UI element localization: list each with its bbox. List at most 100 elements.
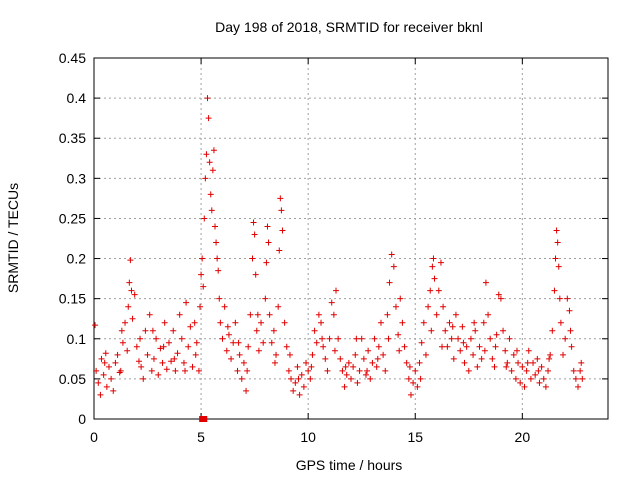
data-point <box>212 223 219 230</box>
data-point <box>392 303 399 310</box>
data-point <box>209 167 216 174</box>
data-point <box>283 343 290 350</box>
data-point <box>354 379 361 386</box>
data-points <box>92 95 586 422</box>
data-point <box>374 355 381 362</box>
data-point <box>371 335 378 342</box>
data-point <box>401 343 408 350</box>
data-point <box>546 355 553 362</box>
data-point <box>215 267 222 274</box>
data-point <box>538 363 545 370</box>
data-point <box>232 319 239 326</box>
data-point <box>208 207 215 214</box>
data-point <box>572 375 579 382</box>
data-point <box>437 259 444 266</box>
data-point <box>100 371 107 378</box>
data-point <box>425 303 432 310</box>
axis-ticks: 0 0.05 0.1 0.15 0.2 0.25 0.3 0.35 0.4 0.45 0 5 10 15 2… <box>59 50 608 445</box>
data-point <box>210 147 217 154</box>
data-point <box>353 335 360 342</box>
y-tick-label: 0.3 <box>67 170 87 186</box>
data-point <box>570 367 577 374</box>
data-point <box>122 319 129 326</box>
data-point <box>476 343 483 350</box>
data-point <box>527 375 534 382</box>
data-point <box>163 366 170 373</box>
data-point <box>555 263 562 270</box>
data-point <box>360 355 367 362</box>
data-point <box>352 351 359 358</box>
data-point <box>288 375 295 382</box>
data-point <box>365 347 372 354</box>
data-point <box>417 375 424 382</box>
data-point <box>185 343 192 350</box>
data-point <box>170 327 177 334</box>
data-point <box>566 307 573 314</box>
data-point <box>307 375 314 382</box>
data-point <box>481 347 488 354</box>
data-point <box>440 303 447 310</box>
data-point <box>414 383 421 390</box>
data-point <box>497 295 504 302</box>
data-point <box>493 331 500 338</box>
data-point <box>545 367 552 374</box>
data-point <box>197 303 204 310</box>
data-point <box>446 319 453 326</box>
data-point <box>200 283 207 290</box>
data-point <box>214 255 221 262</box>
data-point <box>562 335 569 342</box>
data-point <box>422 351 429 358</box>
data-point <box>339 367 346 374</box>
data-point <box>510 351 517 358</box>
data-point <box>358 335 365 342</box>
data-point <box>110 387 117 394</box>
data-point <box>485 311 492 318</box>
data-point <box>279 227 286 234</box>
data-point <box>223 347 230 354</box>
data-point <box>343 371 350 378</box>
data-point <box>153 335 160 342</box>
data-point <box>474 363 481 370</box>
data-point <box>311 327 318 334</box>
data-point <box>244 367 251 374</box>
y-axis-label: SRMTID / TECUs <box>5 183 21 293</box>
data-point <box>452 311 459 318</box>
data-point <box>298 371 305 378</box>
data-point <box>482 279 489 286</box>
data-point <box>276 247 283 254</box>
data-point <box>266 311 273 318</box>
data-point <box>155 371 162 378</box>
data-point <box>93 367 100 374</box>
data-point <box>579 375 586 382</box>
data-point <box>129 315 136 322</box>
data-point <box>463 343 470 350</box>
data-point <box>407 391 414 398</box>
data-point <box>430 255 437 262</box>
data-point <box>97 391 104 398</box>
data-point <box>489 355 496 362</box>
data-point <box>390 263 397 270</box>
data-point <box>449 323 456 330</box>
data-point <box>315 311 322 318</box>
data-point <box>373 363 380 370</box>
data-point <box>101 359 108 366</box>
data-point <box>427 287 434 294</box>
data-point <box>364 367 371 374</box>
data-point <box>530 359 537 366</box>
data-point <box>536 379 543 386</box>
data-point <box>459 323 466 330</box>
data-point <box>258 319 265 326</box>
data-point <box>300 383 307 390</box>
data-point <box>230 339 237 346</box>
data-point <box>290 387 297 394</box>
data-point <box>356 367 363 374</box>
data-point <box>275 303 282 310</box>
data-point <box>234 367 241 374</box>
data-point <box>137 335 144 342</box>
data-point <box>575 383 582 390</box>
data-point <box>270 327 277 334</box>
data-point <box>133 343 140 350</box>
data-point <box>503 363 510 370</box>
data-point <box>386 279 393 286</box>
data-point <box>324 367 331 374</box>
